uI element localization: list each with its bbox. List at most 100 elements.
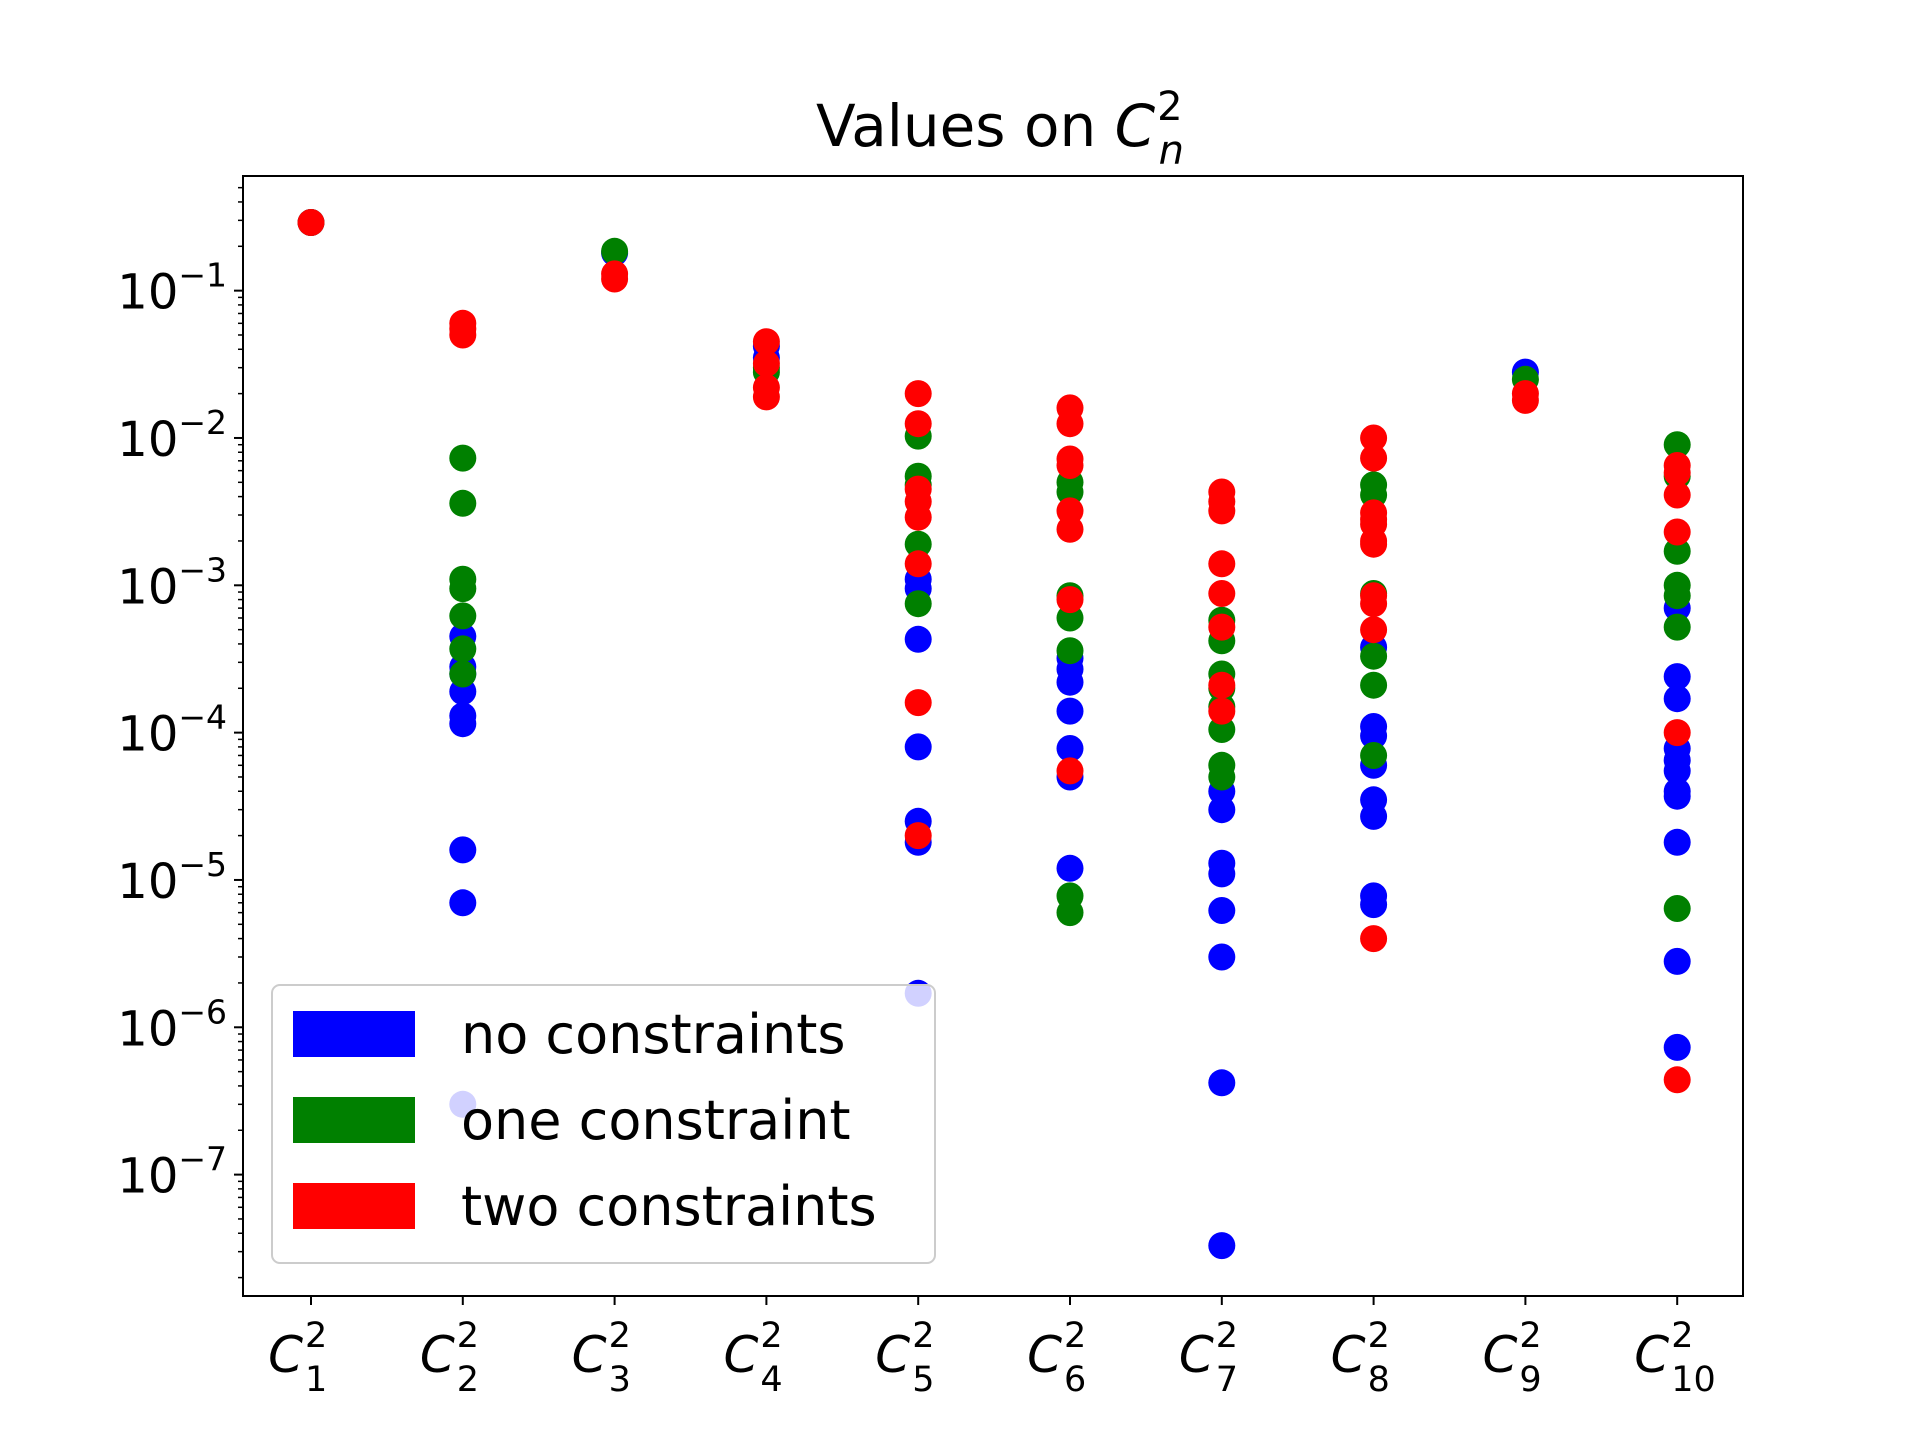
x-tick-label: C 28: [1331, 1316, 1390, 1400]
legend-box: [271, 984, 936, 1264]
x-tick-sub: 8: [1368, 1360, 1390, 1400]
x-tick-sup: 2: [457, 1316, 479, 1356]
data-point: [1056, 697, 1084, 725]
y-tick-base: 10: [117, 265, 178, 321]
y-tick-label: 10−5: [117, 845, 227, 910]
y-tick-label: 10−4: [117, 698, 227, 763]
data-point: [1663, 431, 1691, 459]
data-point: [1360, 444, 1388, 472]
data-point: [1056, 452, 1084, 479]
y-tick-label: 10−7: [117, 1140, 227, 1205]
x-tick-base: C: [1027, 1326, 1062, 1384]
data-point: [1663, 757, 1691, 785]
data-point: [1663, 828, 1691, 856]
data-point: [449, 321, 477, 349]
data-point: [449, 444, 477, 472]
x-tick-sub: 3: [609, 1360, 631, 1400]
y-tick-exp: −7: [178, 1140, 227, 1179]
chart-title-prefix: Values on: [816, 92, 1115, 160]
x-tick-base: C: [875, 1326, 910, 1384]
data-point: [1056, 854, 1084, 882]
data-point: [1663, 1033, 1691, 1061]
x-tick-label: C 29: [1482, 1316, 1541, 1400]
data-point: [1056, 637, 1084, 665]
data-point: [1663, 1066, 1691, 1094]
data-point: [1208, 763, 1236, 791]
x-tick-sub: 5: [912, 1360, 934, 1400]
data-point: [449, 836, 477, 864]
chart-title-base: C: [1115, 92, 1156, 160]
x-tick-sub: 2: [457, 1360, 479, 1400]
data-point: [1056, 515, 1084, 543]
x-tick-sup: 2: [1216, 1316, 1238, 1356]
data-point: [1208, 580, 1236, 607]
x-tick-label: C 24: [723, 1316, 782, 1400]
data-point: [1663, 518, 1691, 546]
x-tick-sup: 2: [912, 1316, 934, 1356]
x-tick-label: C 25: [875, 1316, 934, 1400]
chart-title-sup: 2: [1157, 84, 1182, 130]
data-point: [904, 550, 932, 578]
data-point: [1056, 757, 1084, 785]
legend-swatch: [293, 1183, 415, 1229]
x-tick-base: C: [723, 1326, 758, 1384]
data-point: [1663, 582, 1691, 610]
x-tick-sub: 10: [1671, 1360, 1716, 1400]
data-point: [1056, 586, 1084, 614]
data-point: [1056, 668, 1084, 696]
y-tick-exp: −6: [178, 992, 227, 1031]
x-tick-sub: 4: [760, 1360, 782, 1400]
x-tick-sup: 2: [1368, 1316, 1390, 1356]
data-point: [297, 209, 325, 236]
y-axis: 10−110−210−310−410−510−610−7: [117, 186, 243, 1279]
data-point: [904, 689, 932, 717]
y-tick-exp: −4: [178, 698, 227, 737]
x-tick-label: C 27: [1179, 1316, 1238, 1400]
data-point: [1663, 459, 1691, 487]
data-point: [1360, 642, 1388, 670]
legend-label: two constraints: [461, 1175, 877, 1238]
legend-entry: no constraints: [293, 1003, 846, 1066]
plot-frame: [242, 175, 1744, 1297]
data-point: [1208, 550, 1236, 578]
data-point: [1663, 537, 1691, 565]
data-point: [1360, 530, 1388, 558]
data-point: [1663, 481, 1691, 509]
x-tick-sup: 2: [1519, 1316, 1541, 1356]
x-axis: C 21 C 22 C 23 C 24 C 25 C 26 C 27 C 28 C 29 C 210: [268, 1296, 1716, 1400]
x-tick-sub: 1: [305, 1360, 327, 1400]
data-point: [1663, 782, 1691, 810]
legend-swatch: [293, 1097, 415, 1143]
legend-label: one constraint: [461, 1089, 851, 1152]
x-tick-base: C: [268, 1326, 303, 1384]
data-point: [601, 265, 629, 293]
x-tick-base: C: [1331, 1326, 1366, 1384]
x-tick-sup: 2: [305, 1316, 327, 1356]
data-point: [1511, 386, 1539, 414]
data-point: [449, 602, 477, 630]
y-tick-base: 10: [117, 1149, 178, 1205]
x-tick-base: C: [1482, 1326, 1517, 1384]
x-tick-label: C 22: [420, 1316, 479, 1400]
points-layer: [297, 209, 1691, 1260]
series-two-constraints: [297, 209, 1691, 1094]
chart-title: Values on C2 n: [816, 84, 1184, 174]
data-point: [1056, 899, 1084, 927]
data-point: [1360, 802, 1388, 830]
x-tick-label: C 23: [572, 1316, 631, 1400]
y-tick-exp: −3: [178, 550, 227, 589]
data-point: [1208, 1232, 1236, 1260]
x-tick-sup: 2: [609, 1316, 631, 1356]
data-point: [904, 380, 932, 408]
data-point: [449, 575, 477, 603]
data-point: [1360, 891, 1388, 919]
data-point: [752, 383, 780, 411]
x-tick-sub: 9: [1519, 1360, 1541, 1400]
data-point: [752, 328, 780, 356]
data-point: [1360, 424, 1388, 452]
y-tick-base: 10: [117, 707, 178, 763]
data-point: [1360, 590, 1388, 618]
y-tick-base: 10: [117, 412, 178, 468]
chart-title-sub: n: [1159, 128, 1184, 174]
